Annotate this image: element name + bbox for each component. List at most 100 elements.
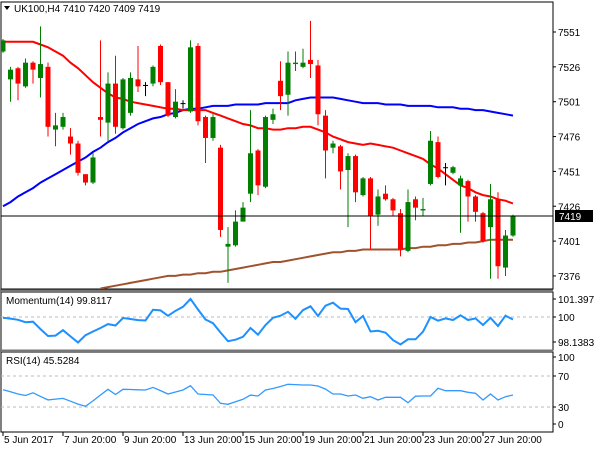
candle[interactable] <box>405 189 411 253</box>
candle-body <box>443 167 448 169</box>
candle[interactable] <box>300 48 306 69</box>
candle[interactable] <box>293 51 298 72</box>
candle[interactable] <box>323 110 328 179</box>
candle[interactable] <box>203 115 208 164</box>
candle[interactable] <box>173 89 178 119</box>
price-panel[interactable]: 7551 7526 7501 7476 7451 7426 7401 7376 7419 <box>0 1 594 290</box>
candle[interactable] <box>53 112 58 147</box>
candle[interactable] <box>23 58 28 88</box>
candle-body <box>300 62 306 67</box>
y-tick-label: 7526 <box>558 63 581 74</box>
candle[interactable] <box>315 59 321 126</box>
candle-body <box>68 136 73 144</box>
candle[interactable] <box>510 214 516 237</box>
candle[interactable] <box>240 202 246 222</box>
candle[interactable] <box>368 176 373 250</box>
candle[interactable] <box>255 149 261 196</box>
candle[interactable] <box>195 43 201 126</box>
candle[interactable] <box>345 153 351 228</box>
momentum-title: Momentum(14) 99.8117 <box>6 296 112 307</box>
candle[interactable] <box>443 163 448 186</box>
candle[interactable] <box>45 62 51 137</box>
candle[interactable] <box>15 66 21 101</box>
candle-body <box>458 178 463 186</box>
candle[interactable] <box>465 179 471 222</box>
candle[interactable] <box>308 20 313 79</box>
candle[interactable] <box>263 115 268 189</box>
candle[interactable] <box>480 211 486 243</box>
candle[interactable] <box>8 66 13 102</box>
panel-separator[interactable] <box>0 349 553 353</box>
momentum-panel[interactable]: 101.397 100 98.1383 <box>0 291 595 351</box>
rsi-tick-label: 70 <box>558 372 570 383</box>
candle[interactable] <box>143 82 148 97</box>
candle[interactable] <box>248 110 253 203</box>
candle-body <box>1 40 6 52</box>
candle-body <box>405 202 411 251</box>
candle[interactable] <box>165 82 171 118</box>
rsi-tick-label: 0 <box>558 420 564 431</box>
candle[interactable] <box>420 197 426 217</box>
candle[interactable] <box>330 140 336 154</box>
candle[interactable] <box>495 192 501 279</box>
candle[interactable] <box>135 45 141 92</box>
candle[interactable] <box>450 165 456 175</box>
rsi-panel[interactable]: 100 70 30 0 <box>0 351 575 433</box>
candle[interactable] <box>435 136 441 179</box>
candle[interactable] <box>488 183 493 279</box>
candle[interactable] <box>278 61 283 111</box>
candle-body <box>173 101 178 118</box>
candle[interactable] <box>113 55 118 134</box>
candle-body <box>8 69 13 80</box>
candle[interactable] <box>158 44 163 85</box>
candle[interactable] <box>353 154 358 203</box>
candle[interactable] <box>360 176 366 197</box>
candle[interactable] <box>60 112 66 130</box>
candle-body <box>195 45 201 122</box>
candle[interactable] <box>218 144 223 237</box>
candle[interactable] <box>398 209 403 257</box>
momentum-line <box>2 297 514 346</box>
candle[interactable] <box>458 175 463 233</box>
candle[interactable] <box>210 114 216 141</box>
candle-body <box>255 150 261 186</box>
candle[interactable] <box>98 40 103 137</box>
candle[interactable] <box>270 108 276 125</box>
candle-body <box>263 117 268 187</box>
candle[interactable] <box>38 26 43 98</box>
candle[interactable] <box>188 40 193 113</box>
candle[interactable] <box>90 153 96 184</box>
x-tick-label: 7 Jun 20:00 <box>64 435 117 446</box>
y-tick-label: 7401 <box>558 237 581 248</box>
candle[interactable] <box>128 72 133 116</box>
candle[interactable] <box>1 38 6 53</box>
candle[interactable] <box>75 140 81 176</box>
candle[interactable] <box>120 78 126 130</box>
candle[interactable] <box>30 61 36 84</box>
candle[interactable] <box>68 128 73 155</box>
candle[interactable] <box>105 72 111 141</box>
candle[interactable] <box>390 197 396 217</box>
ma-slow-line <box>100 238 513 289</box>
rsi-frame <box>0 351 554 433</box>
candle[interactable] <box>285 51 291 116</box>
y-tick-label: 7426 <box>558 202 581 213</box>
candle-body <box>90 157 96 183</box>
panel-separator[interactable] <box>0 289 553 293</box>
candle[interactable] <box>225 227 231 283</box>
x-tick-label: 27 Jun 20:00 <box>484 435 542 446</box>
candle[interactable] <box>503 229 508 276</box>
candle-body <box>23 62 28 87</box>
candle[interactable] <box>375 189 381 226</box>
candle[interactable] <box>473 195 478 222</box>
candle[interactable] <box>83 174 88 186</box>
rsi-tick-label: 100 <box>558 353 575 364</box>
chart-title: UK100,H4 7410 7420 7409 7419 <box>14 4 161 15</box>
candle[interactable] <box>383 185 388 201</box>
collapse-triangle-icon[interactable] <box>4 6 10 10</box>
candle[interactable] <box>338 144 343 190</box>
candle[interactable] <box>150 65 156 87</box>
candle[interactable] <box>428 130 433 186</box>
candle[interactable] <box>180 100 186 109</box>
candle-body <box>75 143 81 173</box>
